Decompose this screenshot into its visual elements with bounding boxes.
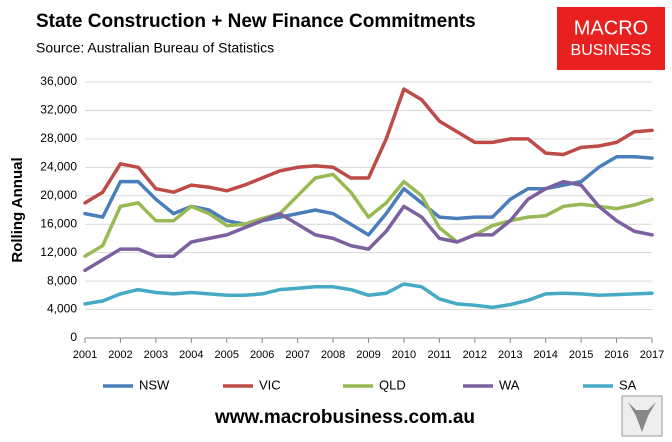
- y-tick-label: 24,000: [40, 160, 77, 174]
- legend-label: VIC: [259, 377, 281, 392]
- x-tick-label: 2006: [250, 349, 274, 361]
- series-line: [83, 172, 654, 258]
- x-tick-label: 2009: [356, 349, 380, 361]
- x-tick-label: 2015: [569, 349, 593, 361]
- x-tick-label: 2017: [640, 349, 664, 361]
- x-tick-label: 2008: [321, 349, 345, 361]
- footer: www.macrobusiness.com.au: [214, 407, 475, 428]
- y-tick-label: 4,000: [47, 302, 77, 316]
- legend-label: SA: [619, 377, 637, 392]
- y-tick-label: 28,000: [40, 131, 77, 145]
- x-tick-label: 2012: [463, 349, 487, 361]
- y-tick-label: 0: [70, 330, 77, 344]
- legend-label: QLD: [379, 377, 406, 392]
- series-line: [83, 179, 654, 273]
- series-line: [83, 282, 654, 310]
- x-tick-label: 2004: [179, 349, 203, 361]
- y-tick-label: 16,000: [40, 216, 77, 230]
- x-tick-label: 2016: [604, 349, 628, 361]
- y-axis-label: Rolling Annual: [9, 157, 26, 262]
- x-tick-label: 2010: [392, 349, 416, 361]
- chart-title: State Construction + New Finance Commitm…: [36, 11, 476, 32]
- chart-subtitle: Source: Australian Bureau of Statistics: [36, 40, 274, 56]
- y-tick-label: 20,000: [40, 188, 77, 202]
- fox-icon: [621, 395, 663, 437]
- series-line: [83, 87, 654, 205]
- x-tick-label: 2011: [428, 349, 452, 361]
- y-tick-label: 8,000: [47, 273, 77, 287]
- x-tick-label: 2007: [285, 349, 309, 361]
- y-tick-label: 12,000: [40, 245, 77, 259]
- logo-text: BUSINESS: [571, 42, 652, 59]
- x-tick-label: 2013: [498, 349, 522, 361]
- y-tick-label: 32,000: [40, 103, 77, 117]
- x-tick-label: 2003: [144, 349, 168, 361]
- x-tick-label: 2001: [73, 349, 97, 361]
- y-tick-label: 36,000: [40, 74, 77, 88]
- x-tick-label: 2014: [533, 349, 557, 361]
- logo-text: MACRO: [574, 17, 648, 39]
- x-tick-label: 2002: [108, 349, 132, 361]
- logo-box: [557, 7, 665, 70]
- x-tick-label: 2005: [215, 349, 239, 361]
- legend-label: WA: [499, 377, 520, 392]
- series-line: [83, 154, 654, 237]
- legend-label: NSW: [139, 377, 170, 392]
